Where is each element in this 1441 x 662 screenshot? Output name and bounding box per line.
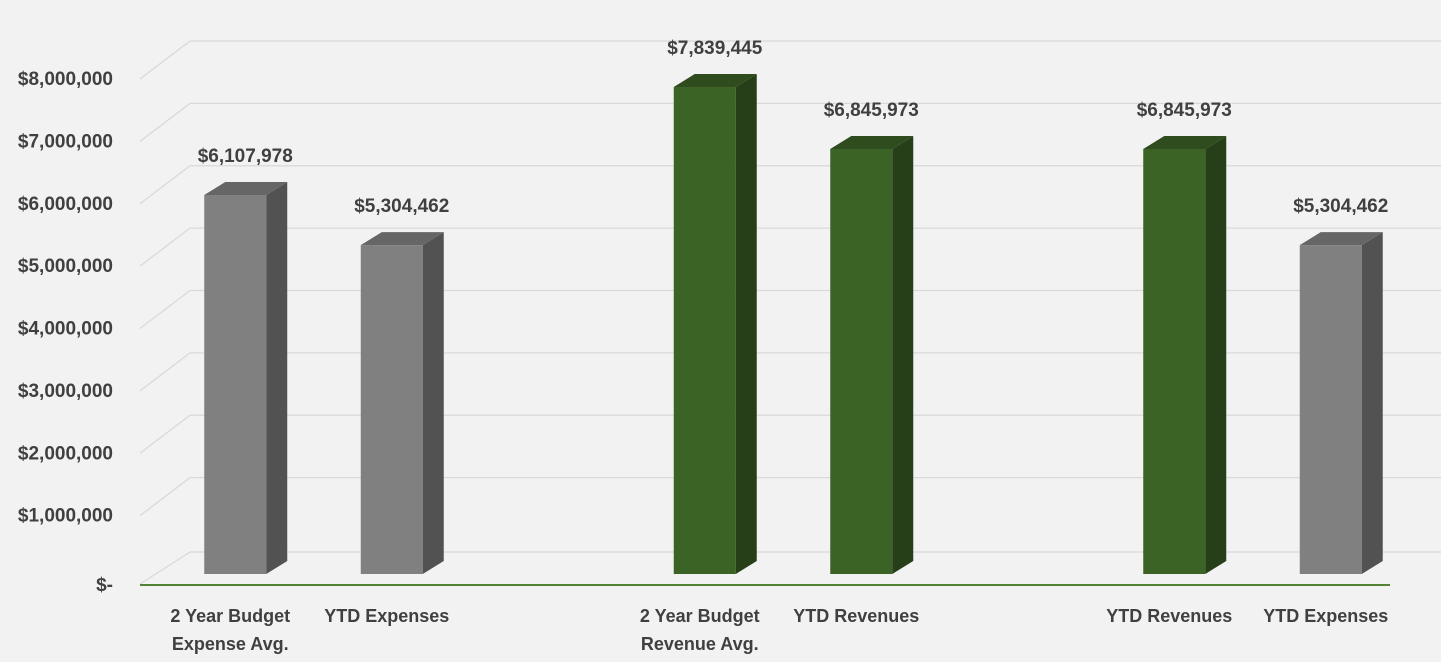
y-axis: $- $1,000,000 $2,000,000 $3,000,000 $4,000,0…: [18, 69, 1390, 596]
x-tick-label: YTD Expenses: [1263, 606, 1388, 626]
bar: [360, 232, 444, 574]
x-tick-label: 2 Year Budget: [170, 606, 290, 626]
x-axis: 2 Year Budget Expense Avg. YTD Expenses 2 Y…: [170, 606, 1388, 654]
y-tick-label: $1,000,000: [18, 506, 113, 527]
data-labels: $6,107,978 $5,304,462 $7,839,445 $6,845,973…: [198, 38, 1389, 217]
x-tick-label: YTD Revenues: [1106, 606, 1232, 626]
y-tick-label: $8,000,000: [18, 69, 113, 90]
data-label: $6,845,973: [824, 100, 919, 121]
bar: [1299, 232, 1383, 574]
bars: [204, 74, 1383, 575]
gridline: [139, 352, 1441, 392]
y-tick-label: $5,000,000: [18, 256, 113, 277]
gridline: [139, 289, 1441, 330]
data-label: $6,107,978: [198, 146, 293, 167]
x-tick-label: Revenue Avg.: [641, 634, 759, 654]
bar: [1143, 135, 1227, 575]
gridlines: [139, 40, 1441, 585]
y-tick-label: $3,000,000: [18, 381, 113, 402]
bar: [204, 182, 288, 574]
y-tick-label: $2,000,000: [18, 443, 113, 464]
y-tick-label: $7,000,000: [18, 131, 113, 152]
gridline: [139, 414, 1441, 454]
gridline: [139, 227, 1441, 267]
y-tick-label: $6,000,000: [18, 194, 113, 215]
gridline: [139, 551, 1441, 585]
gridline: [139, 476, 1441, 517]
gridline: [139, 40, 1441, 80]
x-tick-label: 2 Year Budget: [640, 606, 760, 626]
x-tick-label: YTD Expenses: [324, 606, 449, 626]
x-tick-label: YTD Revenues: [793, 606, 919, 626]
bar: [673, 74, 757, 574]
data-label: $7,839,445: [667, 38, 763, 59]
data-label: $5,304,462: [1293, 196, 1388, 217]
y-tick-label: $-: [96, 575, 113, 596]
y-tick-label: $4,000,000: [18, 319, 113, 340]
data-label: $5,304,462: [354, 196, 449, 217]
bar: [830, 135, 914, 575]
data-label: $6,845,973: [1137, 100, 1232, 121]
x-tick-label: Expense Avg.: [172, 634, 289, 654]
gridline: [139, 102, 1441, 142]
gridline: [139, 165, 1441, 205]
